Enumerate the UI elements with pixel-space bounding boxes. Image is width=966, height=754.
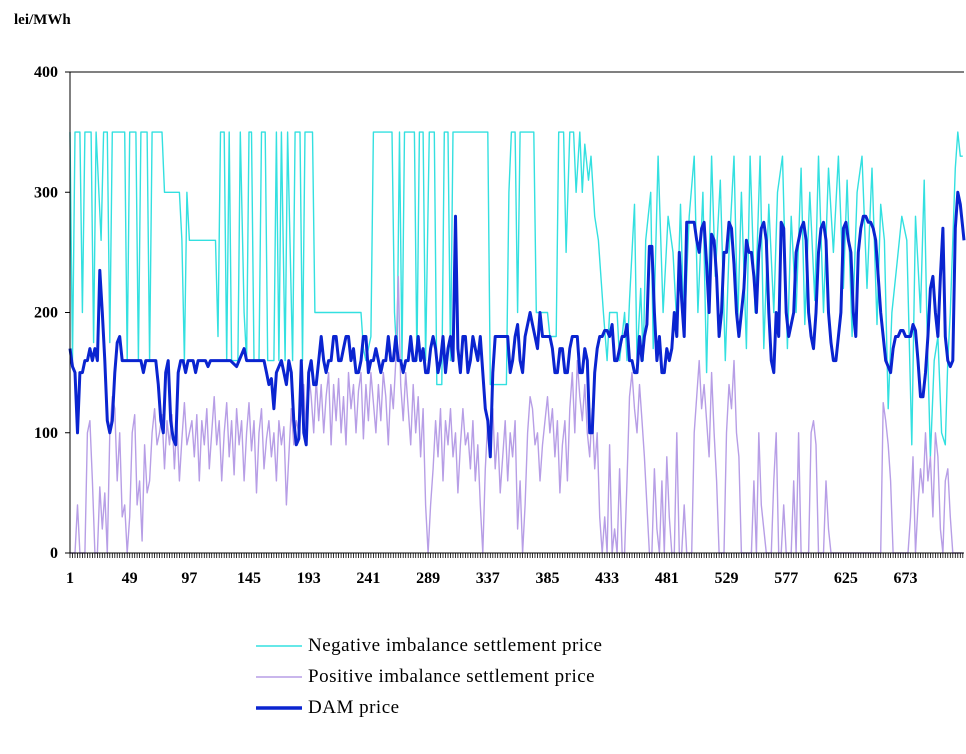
- x-tick-label-10: 481: [655, 570, 679, 587]
- legend-swatch-dam: [256, 705, 302, 710]
- legend-item-positive: Positive imbalance settlement price: [256, 661, 602, 692]
- x-tick-label-4: 193: [297, 570, 321, 587]
- tick-label-layer: 0 100 200 300 400 1 49 97 145 193 241 289 337 385 433 4…: [34, 64, 918, 587]
- x-tick-label-14: 673: [894, 570, 918, 587]
- series-line-1: [70, 275, 963, 554]
- x-tick-label-13: 625: [834, 570, 858, 587]
- chart-plot: 0 100 200 300 400 1 49 97 145 193 241 289 337 385 433 4…: [34, 64, 966, 587]
- y-axis-unit-label: lei/MWh: [14, 12, 71, 28]
- legend-item-negative: Negative imbalance settlement price: [256, 630, 602, 661]
- x-tick-label-11: 529: [715, 570, 739, 587]
- legend-swatch-negative: [256, 644, 302, 647]
- x-tick-label-3: 145: [237, 570, 261, 587]
- legend-label-positive: Positive imbalance settlement price: [308, 665, 596, 687]
- legend-label-negative: Negative imbalance settlement price: [308, 634, 603, 656]
- x-tick-marks: [69, 553, 964, 558]
- x-tick-label-7: 337: [476, 570, 500, 587]
- x-tick-label-2: 97: [181, 570, 197, 587]
- y-tick-label-1: 100: [34, 425, 58, 442]
- legend-item-dam: DAM price: [256, 692, 602, 723]
- series-layer: [68, 131, 966, 554]
- y-tick-label-2: 200: [34, 305, 58, 322]
- axis-layer: [65, 71, 964, 558]
- series-line-2: [68, 190, 966, 459]
- x-tick-label-6: 289: [416, 570, 440, 587]
- legend: Negative imbalance settlement price Posi…: [256, 630, 602, 723]
- x-tick-label-1: 49: [122, 570, 138, 587]
- x-tick-label-0: 1: [66, 570, 74, 587]
- y-tick-label-4: 400: [34, 64, 58, 81]
- x-tick-label-12: 577: [774, 570, 798, 587]
- legend-swatch-positive: [256, 675, 302, 678]
- y-tick-label-3: 300: [34, 184, 58, 201]
- legend-label-dam: DAM price: [308, 696, 400, 718]
- x-tick-label-8: 385: [535, 570, 559, 587]
- x-tick-label-5: 241: [356, 570, 380, 587]
- x-tick-label-9: 433: [595, 570, 619, 587]
- y-tick-label-0: 0: [50, 545, 58, 562]
